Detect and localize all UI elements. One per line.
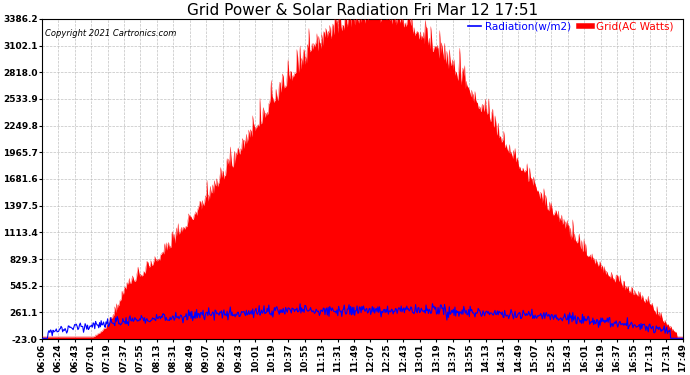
- Text: Copyright 2021 Cartronics.com: Copyright 2021 Cartronics.com: [45, 28, 177, 38]
- Legend: Radiation(w/m2), Grid(AC Watts): Radiation(w/m2), Grid(AC Watts): [464, 18, 678, 36]
- Title: Grid Power & Solar Radiation Fri Mar 12 17:51: Grid Power & Solar Radiation Fri Mar 12 …: [187, 3, 538, 18]
